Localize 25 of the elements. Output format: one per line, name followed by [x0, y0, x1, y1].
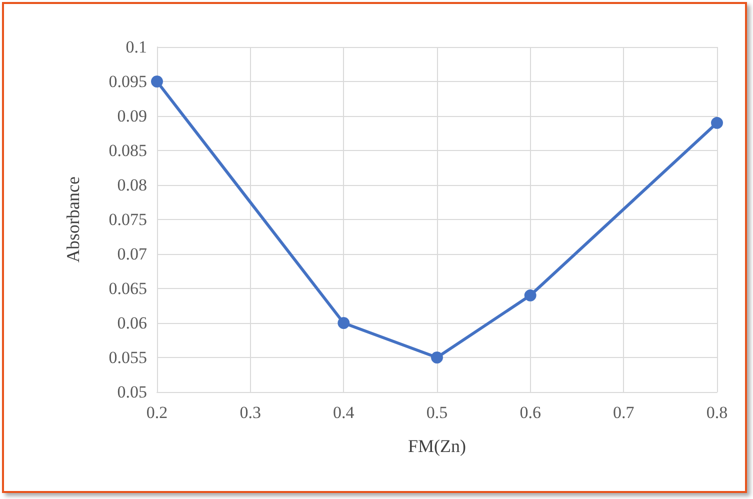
y-tick-label: 0.1 — [126, 38, 147, 56]
y-tick-label: 0.08 — [117, 176, 147, 194]
point — [338, 317, 350, 329]
y-tick-label: 0.075 — [108, 210, 147, 229]
point — [431, 352, 443, 364]
y-tick-label: 0.095 — [108, 72, 147, 91]
y-axis-title: Absorbance — [63, 176, 83, 262]
x-tick-label: 0.3 — [240, 403, 261, 422]
x-tick-label: 0.6 — [520, 403, 541, 422]
y-tick-label: 0.085 — [108, 141, 147, 160]
x-axis-title: FM(Zn) — [408, 436, 466, 456]
y-tick-label: 0.065 — [108, 279, 147, 298]
x-tick-label: 0.7 — [613, 403, 635, 422]
x-tick-label: 0.2 — [146, 403, 168, 422]
point — [524, 289, 536, 302]
y-tick-label: 0.07 — [117, 244, 148, 264]
point — [151, 76, 163, 88]
y-tick-label: 0.06 — [117, 314, 147, 332]
y-tick-label: 0.055 — [108, 348, 147, 367]
point — [711, 116, 723, 129]
y-tick-label: 0.05 — [117, 382, 147, 402]
y-tick-label: 0.09 — [117, 106, 147, 126]
x-tick-label: 0.8 — [706, 403, 728, 422]
x-tick-label: 0.5 — [426, 403, 448, 422]
x-tick-label: 0.4 — [333, 403, 355, 422]
